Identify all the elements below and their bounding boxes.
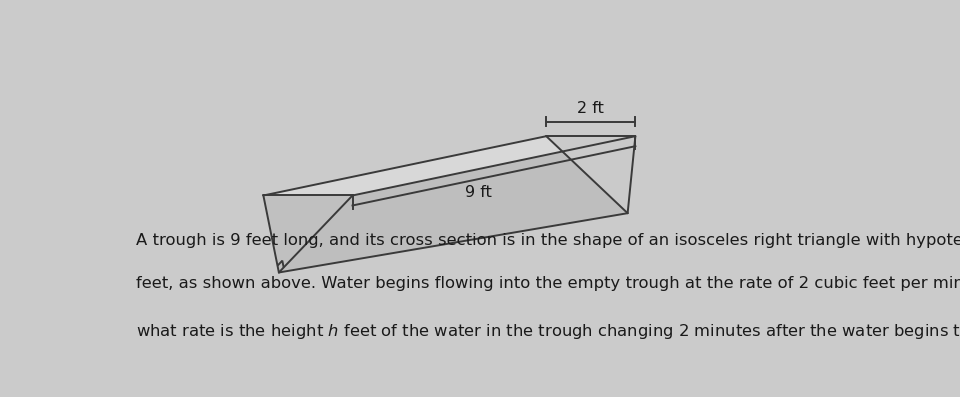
Polygon shape [546,136,636,213]
Polygon shape [263,136,628,272]
Polygon shape [263,136,636,195]
Text: 2 ft: 2 ft [577,101,604,116]
Text: 9 ft: 9 ft [465,185,492,200]
Text: A trough is 9 feet long, and its cross section is in the shape of an isosceles r: A trough is 9 feet long, and its cross s… [136,233,960,248]
Text: feet, as shown above. Water begins flowing into the empty trough at the rate of : feet, as shown above. Water begins flowi… [136,276,960,291]
Polygon shape [278,136,636,272]
Text: what rate is the height $h$ feet of the water in the trough changing 2 minutes a: what rate is the height $h$ feet of the … [136,322,960,341]
Polygon shape [263,195,352,272]
